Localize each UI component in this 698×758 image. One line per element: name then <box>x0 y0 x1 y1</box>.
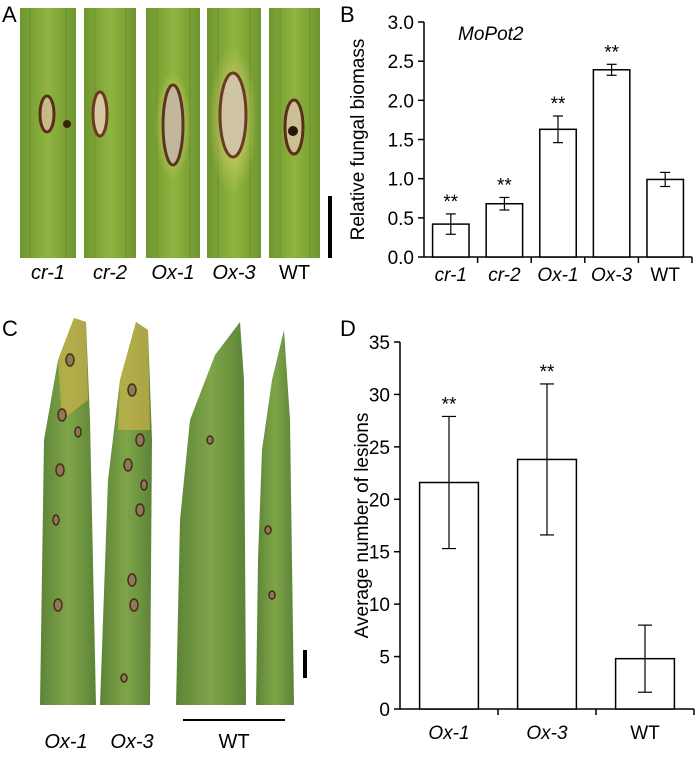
significance-marker: ** <box>604 42 619 63</box>
significance-marker: ** <box>551 94 566 115</box>
y-axis-label: Average number of lesions <box>352 413 373 639</box>
x-tick-label: cr-2 <box>488 265 521 286</box>
chart-title: MoPot2 <box>458 24 524 45</box>
scale-bar-a <box>328 196 332 258</box>
scale-bar-c <box>303 650 307 678</box>
panel-letter-b: B <box>340 2 355 27</box>
x-tick-label: Ox-1 <box>537 265 578 286</box>
leaf-label-c-wt: WT <box>218 731 250 753</box>
leaf-c-wt-1 <box>176 322 246 705</box>
y-tick-label: 30 <box>369 385 390 406</box>
lesion-ox-3 <box>218 71 248 159</box>
y-tick-label: 0 <box>379 700 390 721</box>
leaf-label-c-ox-1: Ox-1 <box>44 731 88 753</box>
y-tick-label: 1.5 <box>388 131 414 152</box>
leaf-label-ox-3: Ox-3 <box>212 262 256 284</box>
bar-ox-1 <box>539 128 577 258</box>
leaf-label-wt: WT <box>278 262 311 284</box>
x-tick-label: Ox-3 <box>591 265 633 286</box>
leaf-label-cr-2: cr-2 <box>92 262 128 284</box>
y-tick-label: 20 <box>369 490 390 511</box>
x-tick-label: WT <box>630 723 660 744</box>
x-tick-label: cr-1 <box>435 265 467 286</box>
y-tick-label: 2.5 <box>388 52 414 73</box>
bar-wt <box>646 178 685 258</box>
y-tick-label: 1.0 <box>388 170 414 191</box>
y-tick-label: 5 <box>379 648 390 669</box>
y-tick-label: 25 <box>369 438 390 459</box>
leaf-strip-cr-2 <box>84 8 136 258</box>
leaf-label-cr-1: cr-1 <box>30 262 66 284</box>
x-tick-label: Ox-1 <box>428 723 469 744</box>
lesion-ox-1 <box>161 83 185 167</box>
leaf-label-c-ox-3: Ox-3 <box>110 731 154 753</box>
panel-c-leaves <box>40 318 307 721</box>
significance-marker: ** <box>540 362 555 383</box>
panel-letter-d: D <box>340 316 356 341</box>
x-tick-label: WT <box>650 265 680 286</box>
significance-marker: ** <box>497 175 512 196</box>
panel-letter-c: C <box>2 316 18 341</box>
y-tick-label: 0.0 <box>388 248 414 269</box>
panel-a-leaves <box>20 8 332 258</box>
lesion-cr-2 <box>91 90 109 138</box>
leaf-c-wt-2 <box>256 330 294 705</box>
significance-marker: ** <box>443 192 458 213</box>
panel-letter-a: A <box>2 2 17 27</box>
y-tick-label: 35 <box>369 333 390 354</box>
significance-marker: ** <box>442 394 457 415</box>
y-axis-label: Relative fungal biomass <box>348 39 369 241</box>
y-tick-label: 3.0 <box>388 13 414 34</box>
y-tick-label: 2.0 <box>388 91 414 112</box>
x-tick-label: Ox-3 <box>526 723 568 744</box>
leaf-label-ox-1: Ox-1 <box>151 262 195 284</box>
lesion-cr-1 <box>38 94 56 134</box>
y-tick-label: 0.5 <box>388 209 414 230</box>
y-tick-label: 15 <box>369 543 390 564</box>
y-tick-label: 10 <box>369 595 390 616</box>
